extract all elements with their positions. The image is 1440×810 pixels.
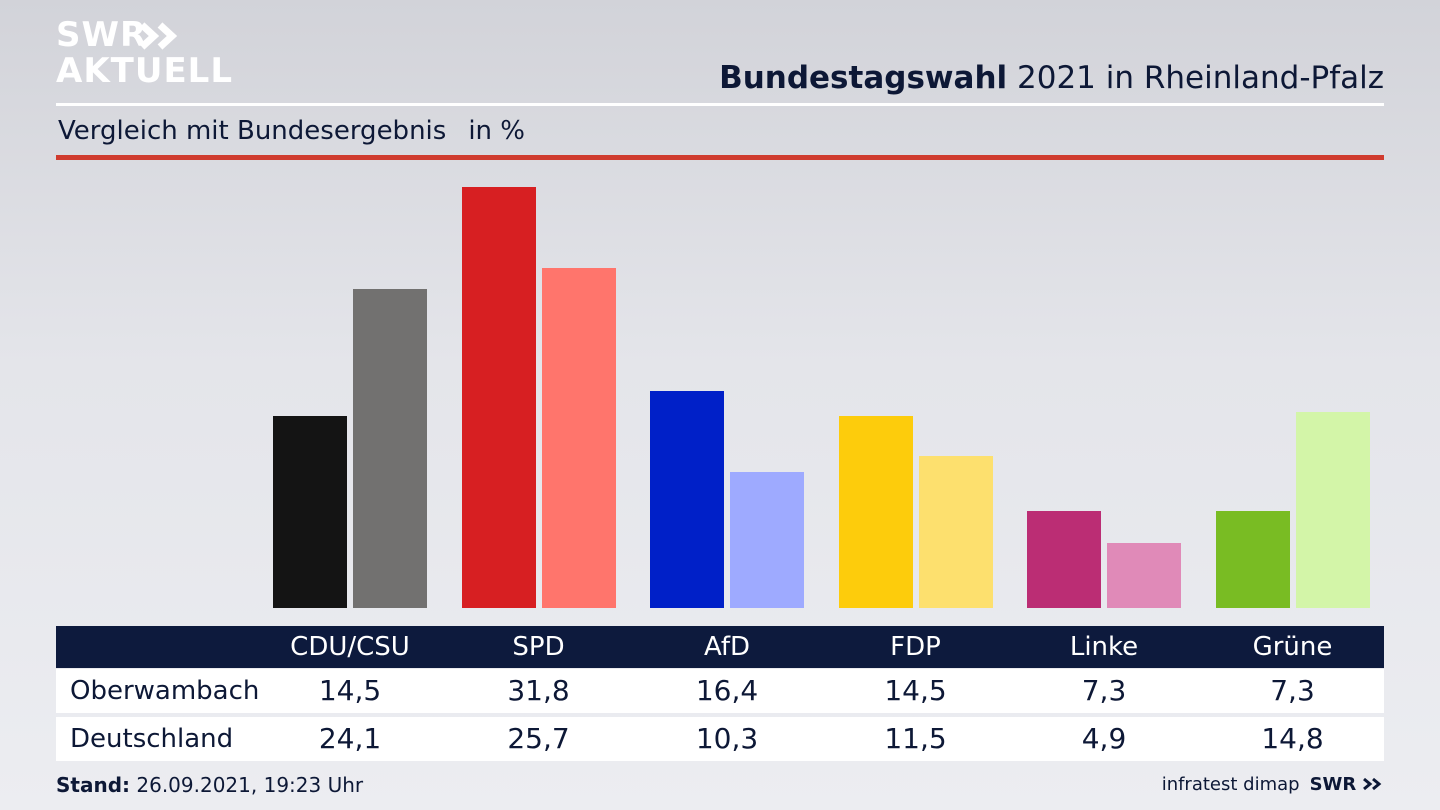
value-linke-deutschland: 4,9 xyxy=(1081,722,1127,755)
stand-label: Stand: xyxy=(56,773,131,797)
value-gr-ne-oberwambach: 7,3 xyxy=(1270,674,1315,707)
bar-spd-deutschland xyxy=(541,267,616,608)
value-spd-oberwambach: 31,8 xyxy=(507,674,570,707)
value-fdp-oberwambach: 14,5 xyxy=(884,674,947,707)
value-afd-oberwambach: 16,4 xyxy=(695,674,759,707)
value-cdu-csu-oberwambach: 14,5 xyxy=(318,674,382,707)
party-label-spd: SPD xyxy=(512,632,565,662)
logo-line1: SWR xyxy=(56,15,148,55)
bar-linke-deutschland xyxy=(1107,543,1181,608)
bar-spd-oberwambach xyxy=(461,187,536,608)
logo-line2: AKTUELL xyxy=(56,51,234,91)
party-label-afd: AfD xyxy=(703,632,751,662)
bar-linke-oberwambach xyxy=(1027,511,1101,608)
bar-gr-ne-oberwambach xyxy=(1215,511,1290,608)
value-linke-oberwambach: 7,3 xyxy=(1081,674,1127,707)
table-row-oberwambach: Oberwambach 14,5 31,8 16,4 14,5 7,3 7,3 xyxy=(56,669,1384,713)
subtitle-text: Vergleich mit Bundesergebnis xyxy=(58,116,447,146)
divider-red xyxy=(56,155,1384,160)
value-gr-ne-deutschland: 14,8 xyxy=(1261,722,1324,755)
value-cdu-csu-deutschland: 24,1 xyxy=(318,722,382,755)
title-bold: Bundestagswahl xyxy=(719,60,1008,96)
unit-label: in % xyxy=(468,116,525,146)
bar-gr-ne-deutschland xyxy=(1295,412,1370,608)
stand-value: 26.09.2021, 19:23 Uhr xyxy=(130,773,364,797)
bar-fdp-deutschland xyxy=(918,455,993,608)
footer-brand: SWR xyxy=(1309,774,1357,795)
page-title: Bundestagswahl 2021 in Rheinland-Pfalz xyxy=(719,58,1384,98)
party-label-gr-ne: Grüne xyxy=(1252,632,1333,662)
divider-white xyxy=(56,103,1384,106)
party-header-row: CDU/CSU SPD AfD FDP Linke Grüne xyxy=(56,626,1384,668)
bar-cdu-csu-deutschland xyxy=(353,288,427,608)
source-label: infratest dimap xyxy=(1161,774,1300,795)
party-label-cdu-csu: CDU/CSU xyxy=(290,632,410,662)
chevron-double-right-icon xyxy=(139,22,178,50)
source-credit: infratest dimap SWR xyxy=(1162,771,1384,799)
table-row-deutschland: Deutschland 24,1 25,7 10,3 11,5 4,9 14,8 xyxy=(56,717,1384,761)
bar-fdp-oberwambach xyxy=(838,416,913,608)
value-fdp-deutschland: 11,5 xyxy=(884,722,947,755)
bar-afd-oberwambach xyxy=(650,390,724,608)
footer-chevron-icon xyxy=(1363,777,1382,791)
party-label-fdp: FDP xyxy=(890,632,941,662)
value-afd-deutschland: 10,3 xyxy=(695,722,759,755)
bar-cdu-csu-oberwambach xyxy=(273,416,347,608)
timestamp: Stand: 26.09.2021, 19:23 Uhr xyxy=(56,771,363,799)
title-rest: 2021 in Rheinland-Pfalz xyxy=(1007,60,1384,96)
row-label-oberwambach: Oberwambach xyxy=(70,676,260,706)
bar-afd-deutschland xyxy=(730,471,804,608)
value-spd-deutschland: 25,7 xyxy=(507,722,570,755)
party-label-linke: Linke xyxy=(1069,632,1139,662)
row-label-deutschland: Deutschland xyxy=(70,724,234,754)
swr-aktuell-logo: SWR AKTUELL xyxy=(56,16,236,92)
chart-subtitle: Vergleich mit Bundesergebnis in % xyxy=(58,114,525,148)
